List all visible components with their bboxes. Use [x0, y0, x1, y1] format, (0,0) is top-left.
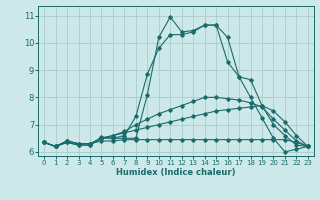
X-axis label: Humidex (Indice chaleur): Humidex (Indice chaleur) [116, 168, 236, 177]
